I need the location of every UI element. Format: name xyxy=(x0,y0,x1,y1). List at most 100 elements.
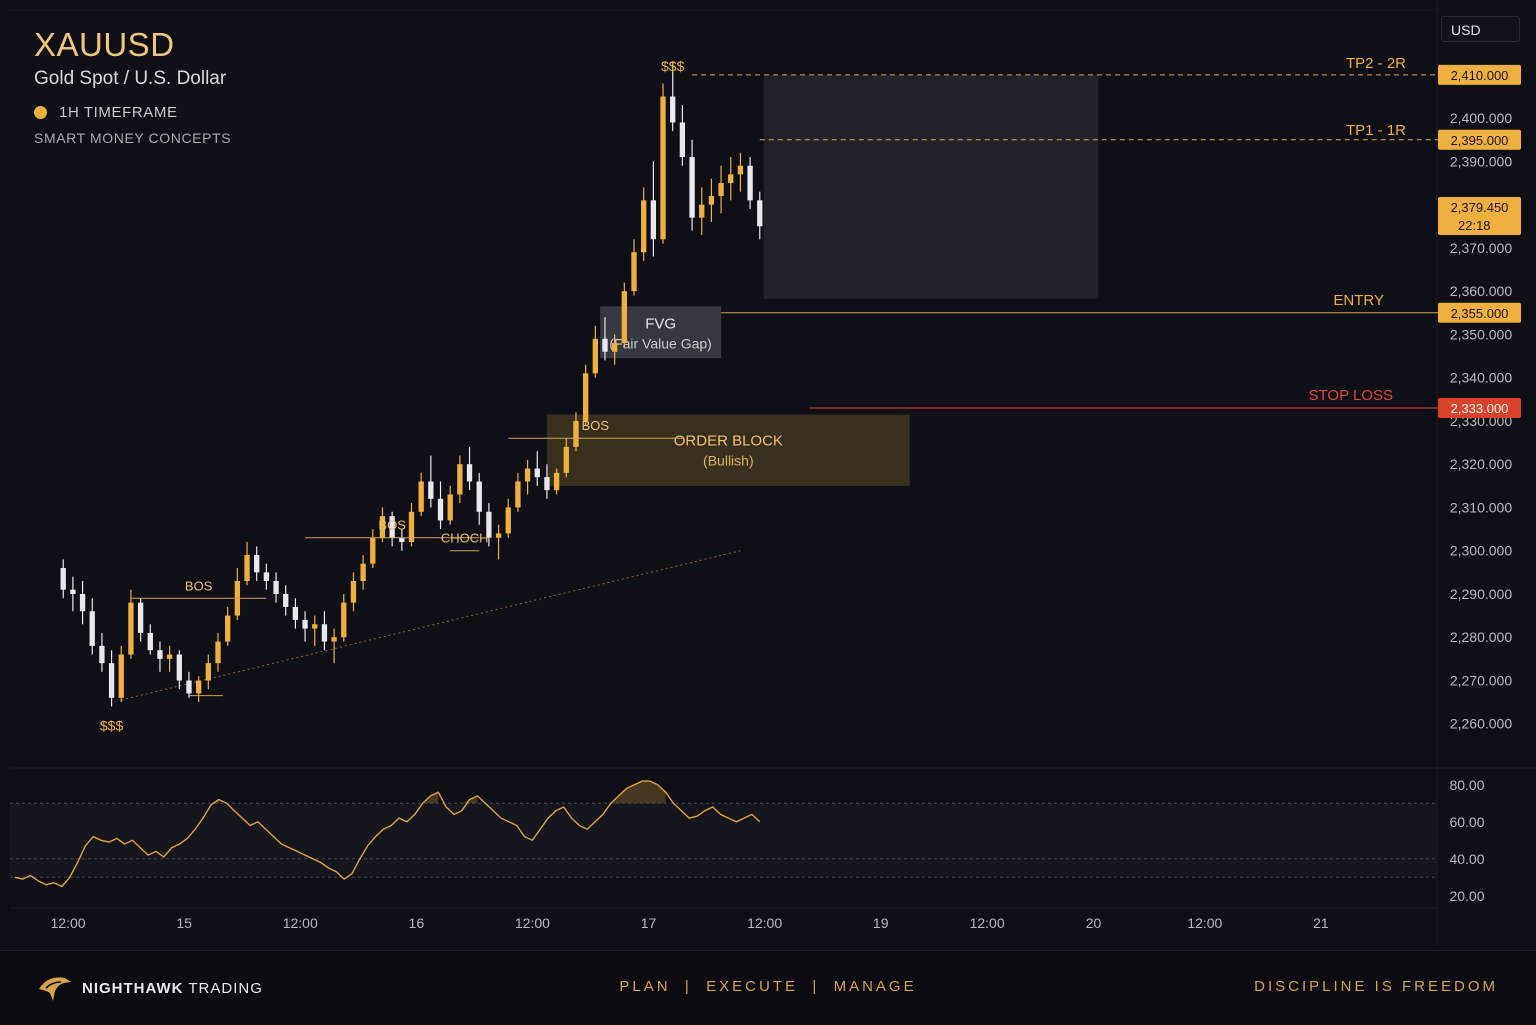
current-price-tag-label: 2,379.450 xyxy=(1451,200,1509,215)
tp1-tag xyxy=(1438,129,1521,150)
candle-body xyxy=(689,157,695,218)
candle-body xyxy=(524,468,531,482)
time-tick-label: 20 xyxy=(1086,915,1102,931)
stop-tag xyxy=(1438,397,1521,418)
tp1-tag-label: 2,395.000 xyxy=(1451,133,1509,148)
rsi-overbought-fill xyxy=(626,784,635,804)
order-block xyxy=(546,414,910,486)
price-tick-label: 2,310.000 xyxy=(1450,499,1512,515)
rsi-overbought-fill xyxy=(649,781,658,804)
candle-body xyxy=(205,663,211,681)
time-tick-label: 21 xyxy=(1313,915,1329,931)
fvg-subtitle: (Fair Value Gap) xyxy=(609,335,711,351)
current-price-tag-countdown: 22:18 xyxy=(1458,218,1491,233)
tagline: PLAN | EXECUTE | MANAGE xyxy=(619,978,917,995)
time-tick-label: 12:00 xyxy=(515,915,550,931)
currency-selector[interactable]: USD xyxy=(1441,16,1520,42)
price-tick-label: 2,360.000 xyxy=(1450,283,1512,299)
time-tick-label: 12:00 xyxy=(51,915,86,931)
time-tick-label: 12:00 xyxy=(1187,915,1222,931)
candle-body xyxy=(263,572,270,581)
candle-body xyxy=(108,663,115,698)
candle-body xyxy=(466,464,473,482)
rsi-tick-label: 80.00 xyxy=(1449,777,1484,793)
timeframe-label: 1H TIMEFRAME xyxy=(59,104,178,121)
candle-body xyxy=(147,632,153,651)
candle-body xyxy=(428,481,434,499)
symbol-title: XAUUSD xyxy=(34,26,175,63)
candle-body xyxy=(215,641,221,664)
price-tick-label: 2,340.000 xyxy=(1450,370,1512,386)
time-tick-label: 15 xyxy=(176,915,192,931)
candle-body xyxy=(321,624,328,642)
stop-loss-label: STOP LOSS xyxy=(1309,387,1394,404)
brand-name: NIGHTHAWK TRADING xyxy=(82,980,263,997)
price-tick-label: 2,350.000 xyxy=(1450,326,1512,342)
order-block-title: ORDER BLOCK xyxy=(674,432,783,449)
candle-body xyxy=(757,200,763,227)
bos-1-label: BOS xyxy=(185,578,213,593)
rsi-overbought-fill xyxy=(657,784,666,804)
brand: NIGHTHAWK TRADING xyxy=(38,973,263,1003)
candle-body xyxy=(457,464,463,495)
candle-body xyxy=(708,196,715,205)
choch-label: CHOCH xyxy=(441,531,489,546)
candle-body xyxy=(602,338,608,352)
candle-body xyxy=(612,343,618,352)
candle-body xyxy=(292,606,299,620)
rsi-overbought-fill xyxy=(634,781,643,804)
candle-body xyxy=(660,96,666,240)
rsi-overbought-fill xyxy=(210,799,219,804)
footer-bar: NIGHTHAWK TRADING PLAN | EXECUTE | MANAG… xyxy=(0,950,1536,1025)
candle-body xyxy=(447,494,453,521)
brand-name-bold: NIGHTHAWK xyxy=(82,979,184,997)
time-tick-label: 19 xyxy=(873,915,889,931)
candle-body xyxy=(89,611,95,646)
price-tick-label: 2,290.000 xyxy=(1450,586,1512,602)
timeframe-row: 1H TIMEFRAME xyxy=(34,104,231,121)
candle-body xyxy=(544,477,550,491)
price-tick-label: 2,300.000 xyxy=(1450,543,1512,559)
candle-body xyxy=(486,511,492,538)
candle-body xyxy=(747,165,753,201)
candle-body xyxy=(195,680,202,694)
candle-body xyxy=(273,580,279,594)
candle-body xyxy=(476,481,482,512)
candle-body xyxy=(283,593,289,607)
time-tick-label: 12:00 xyxy=(747,915,782,931)
candle-body xyxy=(360,563,366,581)
candle-body xyxy=(99,645,105,664)
rsi-line xyxy=(14,780,761,888)
liquidity-low-label: $$$ xyxy=(100,717,124,733)
candle-body xyxy=(515,481,521,508)
rsi-overbought-fill xyxy=(469,795,478,804)
candle-body xyxy=(118,654,124,698)
price-tick-label: 2,260.000 xyxy=(1450,716,1512,732)
candle-body xyxy=(699,204,705,218)
candle-body xyxy=(563,446,569,473)
trendline xyxy=(121,550,741,701)
candle-body xyxy=(553,472,560,491)
candle-body xyxy=(582,373,589,421)
price-tick-label: 2,370.000 xyxy=(1450,240,1512,256)
time-tick-label: 12:00 xyxy=(283,915,318,931)
price-tick-label: 2,280.000 xyxy=(1450,629,1512,645)
candle-body xyxy=(728,174,734,184)
candle-body xyxy=(70,589,76,594)
stop-tag-label: 2,333.000 xyxy=(1451,401,1509,416)
price-chart[interactable]: 2,260.000 2,270.000 2,280.000 2,290.000 2,30… xyxy=(0,0,1536,950)
candle-body xyxy=(621,291,627,344)
candle-body xyxy=(186,680,192,694)
candle-body xyxy=(631,252,637,292)
candle-body xyxy=(331,637,337,642)
fvg-box xyxy=(600,306,722,359)
time-tick-label: 16 xyxy=(409,915,425,931)
rsi-tick-label: 20.00 xyxy=(1449,888,1484,904)
candle-body xyxy=(641,200,647,253)
candle-body xyxy=(592,338,598,374)
symbol-header: XAUUSD Gold Spot / U.S. Dollar 1H TIMEFR… xyxy=(34,26,231,146)
candle-body xyxy=(379,516,386,538)
candle-body xyxy=(254,555,260,573)
candle-body xyxy=(437,498,444,521)
